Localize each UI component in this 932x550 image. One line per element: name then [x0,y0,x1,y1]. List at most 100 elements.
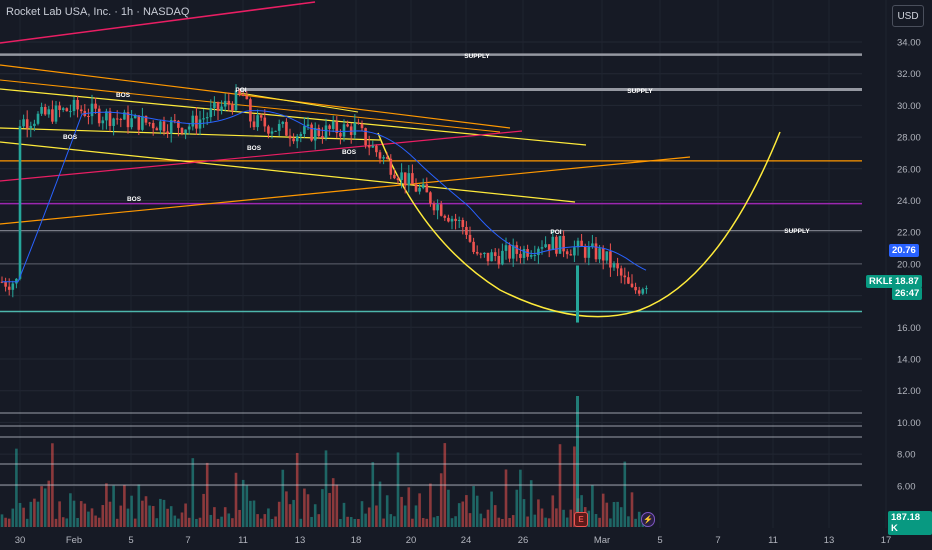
candle-body [270,131,274,134]
y-tick-label: 6.00 [897,481,916,492]
volume-bar [526,516,529,527]
volume-bar [371,462,375,527]
volume-bar [108,501,112,527]
volume-bar [508,518,511,527]
volume-bar [22,507,25,527]
candle-body [61,108,65,110]
volume-bar [245,485,249,527]
candle-body [544,244,547,248]
volume-bar [169,506,173,527]
volume-bar [393,516,396,527]
candle-body [58,105,61,110]
volume-bar [101,505,105,527]
candle-body [479,253,483,255]
volume-bar [479,513,483,527]
volume-bar [83,503,87,527]
volume-bar [382,518,385,527]
candle-body [292,138,295,142]
volume-bar [223,507,227,527]
candle-body [591,243,594,247]
candle-body [447,217,450,222]
flash-event-icon[interactable]: ⚡ [641,512,655,527]
candle-body [313,127,317,141]
volume-bar [537,499,540,527]
candle-body [119,119,123,121]
candle-body [169,120,173,134]
volume-bar [184,503,187,527]
candle-body [486,252,490,262]
volume-bar [61,517,65,527]
volume-bar [241,479,245,527]
candle-body [357,122,360,124]
candle-body [483,252,486,254]
candle-body [511,245,515,259]
volume-bar [256,514,259,527]
volume-bar [562,509,565,527]
candle-body [400,172,403,181]
cup-curve [377,131,781,318]
volume-bar [90,508,94,527]
trendline [0,88,587,146]
volume-bar [310,516,313,527]
volume-bar [144,496,148,527]
candle-body [551,236,555,251]
volume-bar [630,492,634,527]
volume-bar [299,518,303,527]
candle-body [432,203,436,211]
volume-bar [400,496,403,527]
candle-body [403,172,407,186]
volume-bar [285,491,288,527]
volume-bar [270,518,274,527]
candle-body [195,115,198,129]
currency-button[interactable]: USD [892,5,924,27]
candle-body [515,245,519,254]
volume-bar [180,512,184,527]
candle-body [209,108,213,118]
candle-body [360,123,364,129]
candle-body [22,119,25,127]
ma-line [2,110,647,283]
volume-bar [303,488,306,527]
candle-body [508,245,511,259]
volume-bar [357,518,360,527]
candle-body [562,235,565,252]
volume-bar [465,495,468,527]
volume-bar [277,501,281,527]
volume-bar [454,516,457,527]
volume-bar [407,487,411,527]
volume-bar [519,469,522,527]
candle-body [166,131,169,134]
volume-bar [339,518,342,527]
x-tick-label: Mar [594,535,610,546]
volume-bar [627,516,630,527]
candle-body [303,126,306,134]
time-axis[interactable]: 30 Feb 5 7 11 13 18 20 24 26 Mar 5 7 11 13 17 [15,535,892,546]
candle-body [90,103,94,117]
candle-body [54,105,58,122]
candle-body [198,119,202,129]
candle-body [346,124,349,127]
candle-body [159,121,162,131]
volume-bar [15,448,18,527]
volume-bar [36,501,40,527]
candle-body [267,126,270,134]
volume-bar [4,517,7,527]
candle-body [76,99,79,110]
candle-body [133,115,137,119]
candle-body [501,250,504,265]
x-tick-label: 24 [461,535,472,546]
volume-bar [198,517,202,527]
candle-body [335,121,339,133]
volume-bar [558,444,562,527]
candle-body [223,100,227,107]
x-tick-label: 11 [768,535,778,546]
candles [0,84,648,323]
price-axis[interactable]: 34.00 32.00 30.00 28.00 26.00 24.00 22.00 20.00… [897,38,921,493]
volume-bar [353,518,357,527]
earnings-event-icon[interactable]: E [574,512,588,527]
candle-body [576,265,579,323]
candle-body [173,120,177,122]
candle-body [29,125,33,129]
candle-body [616,263,619,269]
